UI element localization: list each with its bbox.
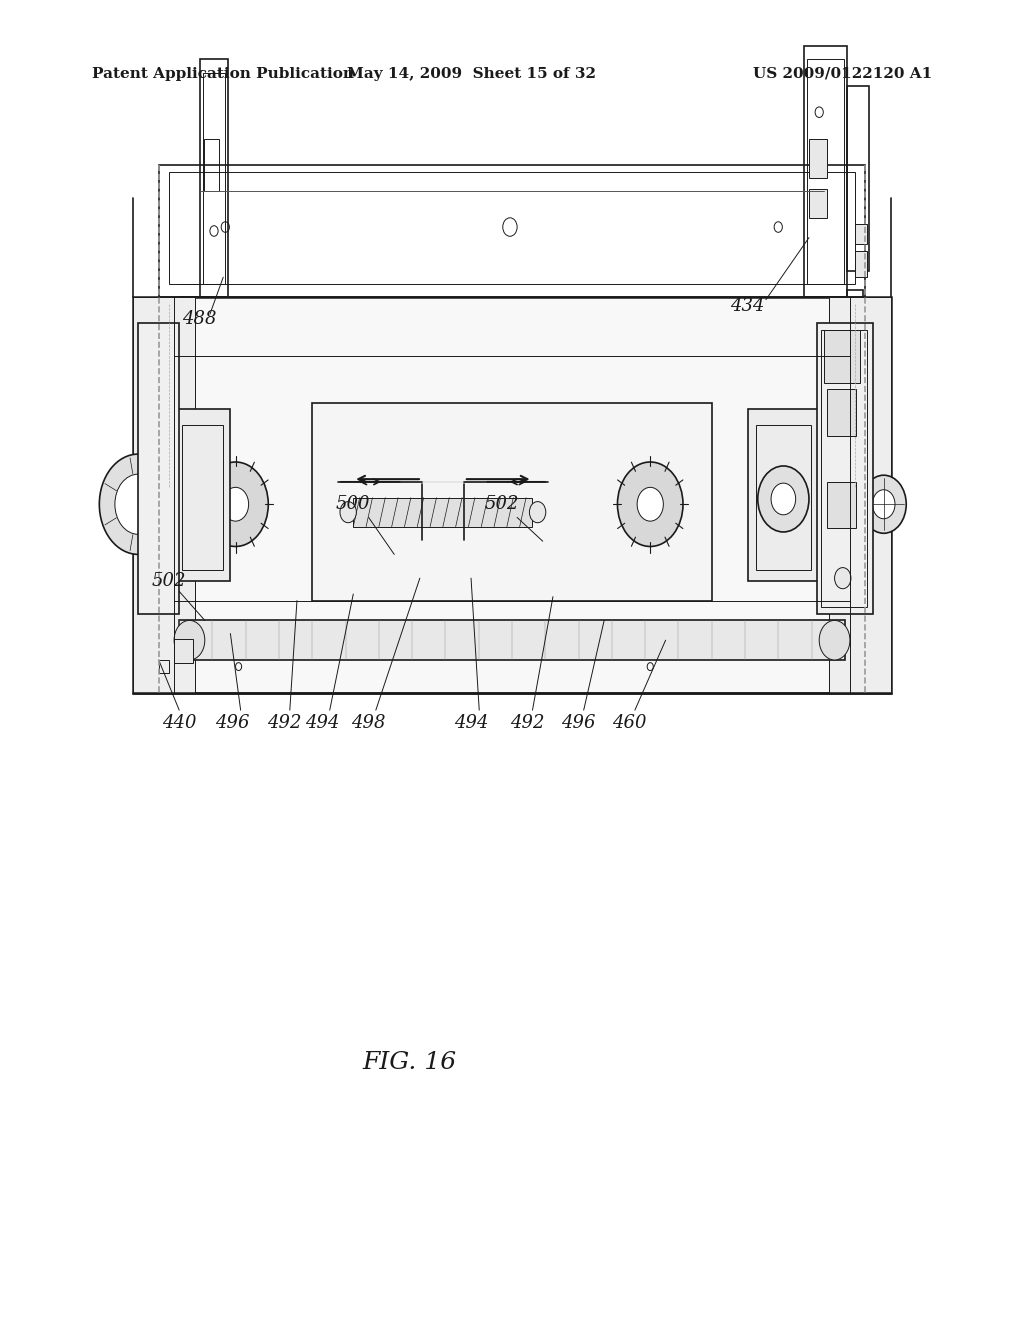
Bar [827, 482, 856, 528]
Bar [203, 73, 225, 284]
Circle shape [861, 475, 906, 533]
Bar [804, 46, 847, 297]
Text: 434: 434 [730, 297, 765, 315]
Bar [809, 189, 827, 218]
Text: 494: 494 [305, 714, 340, 733]
Bar [827, 389, 856, 436]
Circle shape [529, 502, 546, 523]
Text: 500: 500 [336, 495, 371, 513]
Bar [748, 409, 819, 581]
Bar [200, 59, 228, 297]
Text: 492: 492 [510, 714, 545, 733]
Text: 440: 440 [162, 714, 197, 733]
Circle shape [203, 462, 268, 546]
Circle shape [174, 620, 205, 660]
Bar [847, 86, 869, 271]
Bar [821, 330, 867, 607]
Bar [312, 403, 712, 601]
Bar [756, 425, 811, 570]
Text: 460: 460 [612, 714, 647, 733]
Circle shape [340, 502, 356, 523]
Text: Patent Application Publication: Patent Application Publication [92, 67, 354, 81]
Text: 494: 494 [454, 714, 488, 733]
Bar [182, 425, 223, 570]
Bar [138, 323, 179, 614]
Bar [174, 639, 193, 663]
Bar [133, 297, 891, 693]
Circle shape [99, 454, 177, 554]
Text: 496: 496 [215, 714, 250, 733]
Bar [855, 224, 867, 244]
Bar [179, 620, 845, 660]
Bar [169, 172, 855, 284]
Bar [159, 165, 865, 297]
Text: 496: 496 [561, 714, 596, 733]
Circle shape [617, 462, 683, 546]
Circle shape [637, 487, 664, 521]
Circle shape [771, 483, 796, 515]
Text: US 2009/0122120 A1: US 2009/0122120 A1 [753, 67, 932, 81]
Text: FIG. 16: FIG. 16 [362, 1051, 457, 1074]
Text: 498: 498 [351, 714, 386, 733]
Bar [807, 59, 844, 284]
Circle shape [819, 620, 850, 660]
Bar [817, 323, 873, 614]
Bar [855, 251, 867, 277]
Bar [847, 290, 863, 323]
Circle shape [222, 487, 249, 521]
Bar [159, 660, 169, 673]
Text: 502: 502 [152, 572, 186, 590]
Circle shape [872, 490, 895, 519]
Bar [204, 139, 219, 191]
Text: 488: 488 [182, 310, 217, 329]
Circle shape [758, 466, 809, 532]
Bar [809, 139, 827, 178]
Circle shape [115, 474, 162, 535]
Text: May 14, 2009  Sheet 15 of 32: May 14, 2009 Sheet 15 of 32 [346, 67, 596, 81]
Circle shape [835, 568, 851, 589]
Bar [133, 297, 195, 693]
Text: 502: 502 [484, 495, 519, 513]
Bar [174, 409, 230, 581]
Bar [824, 330, 860, 383]
Bar [829, 297, 891, 693]
Text: 492: 492 [267, 714, 302, 733]
Bar [353, 498, 532, 527]
